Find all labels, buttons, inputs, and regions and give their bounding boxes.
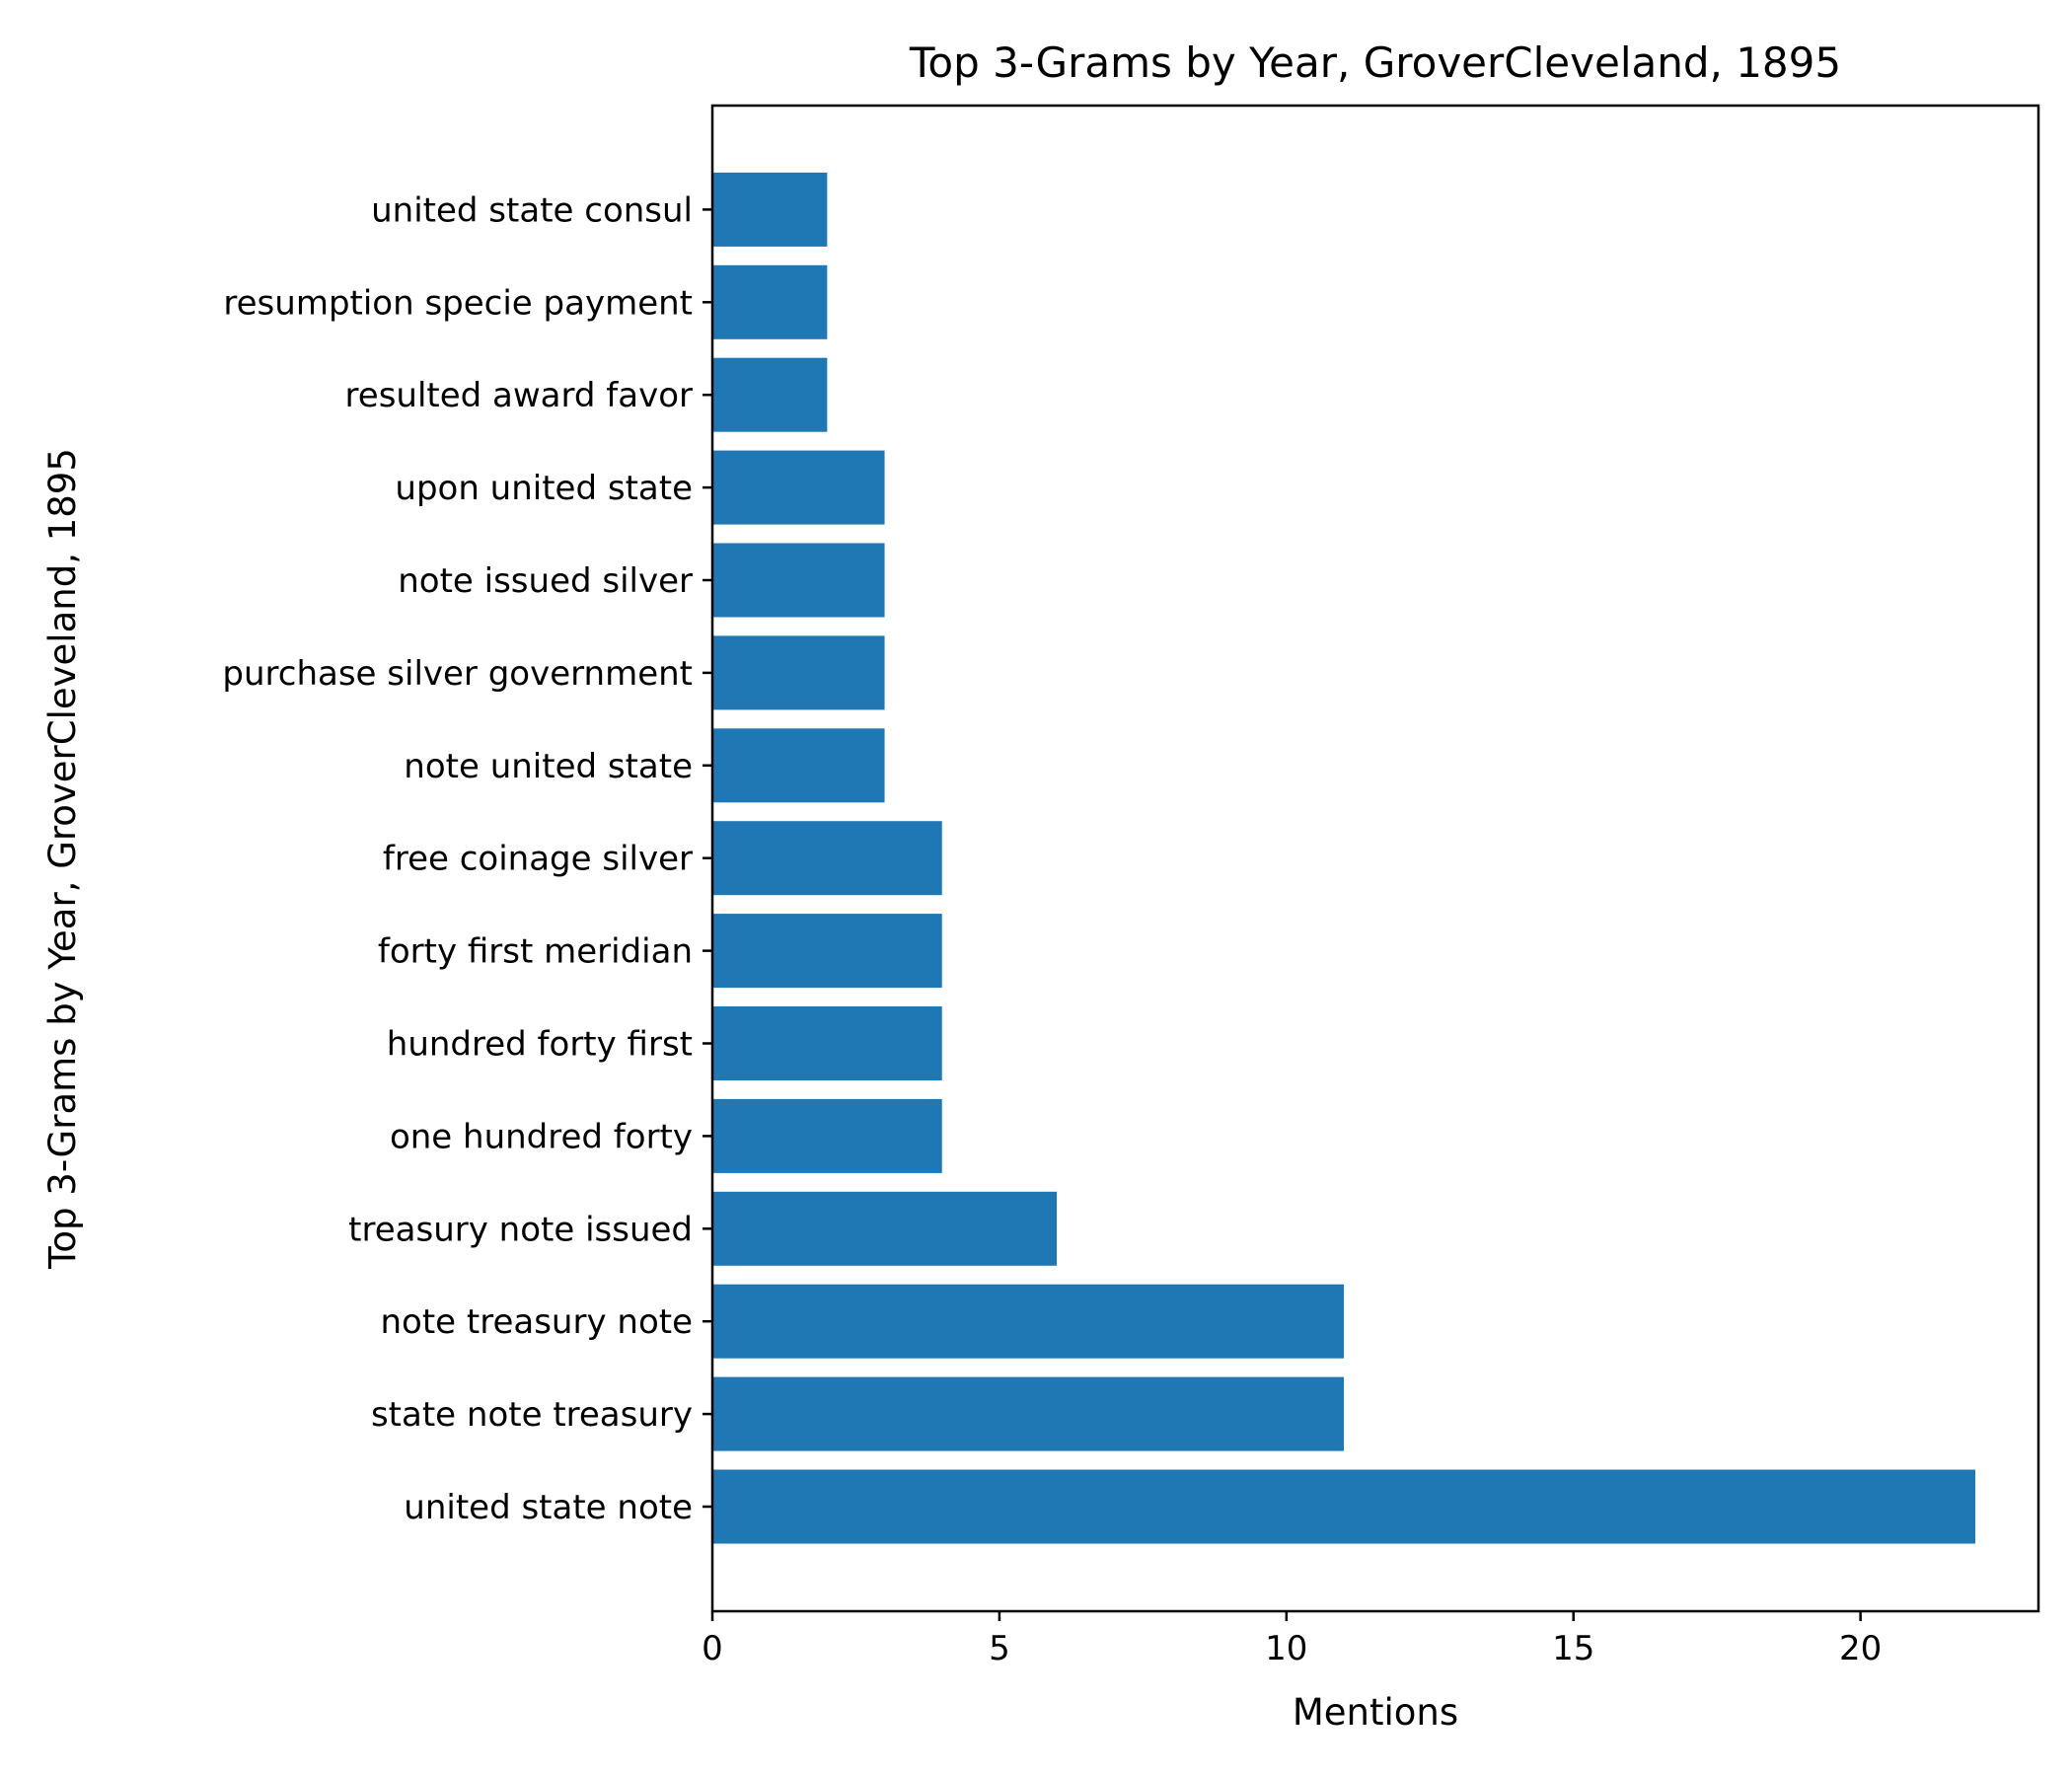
bar bbox=[712, 172, 828, 247]
y-tick-label: purchase silver government bbox=[222, 654, 693, 694]
y-tick-label: forty first meridian bbox=[378, 932, 693, 972]
y-axis-ticks: united state note state note treasury note… bbox=[222, 190, 712, 1527]
bar bbox=[712, 1376, 1344, 1451]
y-tick-label: note united state bbox=[404, 747, 693, 786]
y-tick-label: hundred forty first bbox=[387, 1025, 693, 1065]
bar bbox=[712, 728, 885, 803]
bar bbox=[712, 914, 942, 989]
y-tick-label: upon united state bbox=[395, 469, 693, 508]
bar bbox=[712, 450, 885, 525]
y-tick-label: resumption specie payment bbox=[223, 283, 693, 323]
x-tick-label: 5 bbox=[989, 1629, 1010, 1668]
chart-title: Top 3-Grams by Year, GroverCleveland, 18… bbox=[909, 38, 1841, 87]
bar bbox=[712, 264, 828, 339]
bar bbox=[712, 635, 885, 710]
y-axis-label: Top 3-Grams by Year, GroverCleveland, 18… bbox=[41, 448, 84, 1270]
bars-group bbox=[712, 172, 1975, 1544]
y-tick-label: treasury note issued bbox=[348, 1210, 693, 1249]
x-tick-label: 20 bbox=[1839, 1629, 1882, 1668]
x-axis-label: Mentions bbox=[1293, 1691, 1458, 1734]
y-tick-label: state note treasury bbox=[371, 1395, 693, 1435]
x-axis-ticks: 0 5 10 15 20 bbox=[702, 1611, 1882, 1668]
plot-frame bbox=[710, 104, 2040, 1613]
bar bbox=[712, 1191, 1058, 1266]
bar bbox=[712, 821, 942, 896]
y-tick-label: united state consul bbox=[371, 190, 693, 230]
y-tick-label: united state note bbox=[404, 1488, 693, 1527]
bar bbox=[712, 1469, 1975, 1544]
x-tick-label: 10 bbox=[1265, 1629, 1307, 1668]
bar bbox=[712, 1284, 1344, 1359]
bar bbox=[712, 1006, 942, 1080]
x-tick-label: 15 bbox=[1552, 1629, 1594, 1668]
y-tick-label: note treasury note bbox=[381, 1302, 694, 1342]
x-tick-label: 0 bbox=[702, 1629, 723, 1668]
y-tick-label: note issued silver bbox=[398, 561, 693, 601]
y-tick-label: one hundred forty bbox=[390, 1117, 693, 1156]
y-tick-label: free coinage silver bbox=[383, 840, 693, 879]
bar bbox=[712, 543, 885, 618]
bar bbox=[712, 357, 828, 432]
bar bbox=[712, 1098, 942, 1173]
y-tick-label: resulted award favor bbox=[345, 376, 693, 415]
